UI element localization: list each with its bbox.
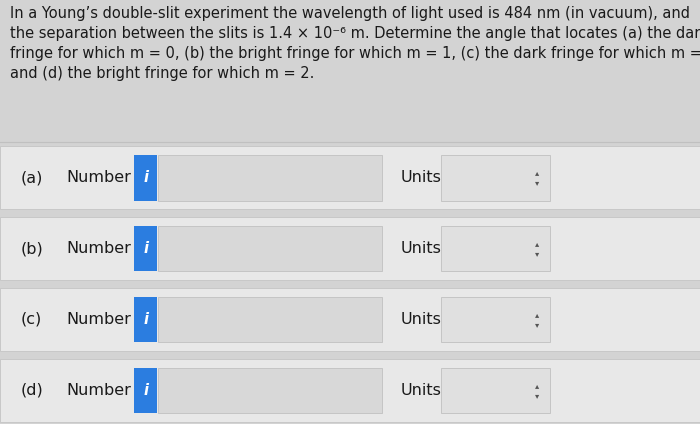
Bar bbox=[441, 368, 550, 413]
Bar bbox=[0, 4, 700, 144]
Text: (d): (d) bbox=[21, 383, 43, 398]
Text: (c): (c) bbox=[21, 312, 42, 327]
Text: i: i bbox=[143, 241, 148, 256]
Bar bbox=[441, 297, 550, 342]
Text: ▴: ▴ bbox=[535, 381, 539, 390]
Text: Number: Number bbox=[66, 312, 132, 327]
Bar bbox=[134, 297, 157, 342]
Text: Number: Number bbox=[66, 241, 132, 256]
Bar bbox=[0, 359, 700, 422]
Text: ▾: ▾ bbox=[535, 249, 539, 258]
Text: i: i bbox=[143, 383, 148, 398]
Bar bbox=[158, 297, 382, 342]
Bar bbox=[134, 226, 157, 271]
Bar bbox=[158, 155, 382, 201]
Text: In a Young’s double-slit experiment the wavelength of light used is 484 nm (in v: In a Young’s double-slit experiment the … bbox=[10, 6, 700, 81]
Text: i: i bbox=[143, 170, 148, 185]
Text: i: i bbox=[143, 312, 148, 327]
Text: (a): (a) bbox=[21, 170, 43, 185]
Bar bbox=[158, 226, 382, 271]
Bar bbox=[134, 155, 157, 201]
Text: ▴: ▴ bbox=[535, 239, 539, 248]
Text: Units: Units bbox=[400, 383, 441, 398]
Text: Number: Number bbox=[66, 170, 132, 185]
Bar bbox=[158, 368, 382, 413]
Text: ▴: ▴ bbox=[535, 168, 539, 177]
Text: ▾: ▾ bbox=[535, 179, 539, 187]
Bar bbox=[134, 368, 157, 413]
Bar bbox=[0, 146, 700, 209]
Bar bbox=[441, 155, 550, 201]
Bar bbox=[0, 217, 700, 280]
Text: ▴: ▴ bbox=[535, 310, 539, 319]
Text: (b): (b) bbox=[21, 241, 43, 256]
Bar bbox=[0, 288, 700, 351]
Text: Number: Number bbox=[66, 383, 132, 398]
Text: ▾: ▾ bbox=[535, 391, 539, 400]
Bar bbox=[441, 226, 550, 271]
Text: Units: Units bbox=[400, 170, 441, 185]
Text: Units: Units bbox=[400, 241, 441, 256]
Text: Units: Units bbox=[400, 312, 441, 327]
Text: ▾: ▾ bbox=[535, 320, 539, 329]
